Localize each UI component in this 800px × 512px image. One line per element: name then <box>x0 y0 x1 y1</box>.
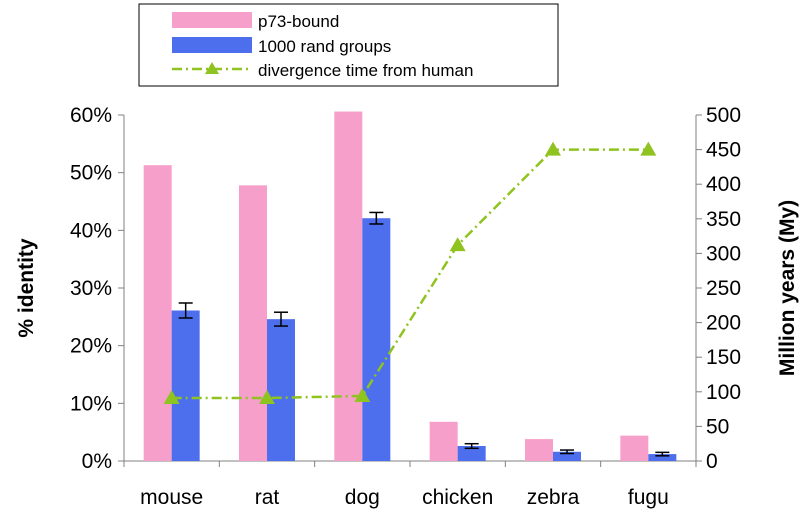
legend: p73-bound 1000 rand groups divergence ti… <box>138 3 559 87</box>
y2-tick-label: 200 <box>706 312 741 335</box>
bar-random-groups <box>362 218 391 461</box>
y2-tick-label: 450 <box>706 139 741 162</box>
x-tick-label: fugu <box>628 486 669 509</box>
legend-marker-divergence <box>205 62 219 74</box>
point-divergence <box>640 141 657 156</box>
point-divergence <box>259 390 275 405</box>
y-tick-label: 10% <box>70 392 112 415</box>
point-divergence <box>545 141 561 156</box>
bar-random-groups <box>553 451 581 461</box>
y-tick-label: 50% <box>70 162 112 185</box>
y2-tick-label: 100 <box>706 381 741 404</box>
bar-random-groups <box>171 310 200 461</box>
legend-label-p73-bound: p73-bound <box>258 12 339 31</box>
y2-tick-label: 300 <box>706 242 741 265</box>
legend-label-random-groups: 1000 rand groups <box>258 37 391 56</box>
y2-tick-label: 400 <box>706 173 741 196</box>
bar-p73-bound <box>334 111 363 461</box>
bar-random-groups <box>457 446 486 461</box>
bar-p73-bound <box>429 421 458 461</box>
legend-swatch-p73-bound <box>172 12 252 28</box>
y2-tick-label: 150 <box>706 346 741 369</box>
y-tick-label: 0% <box>82 450 112 473</box>
y2-tick-label: 50 <box>706 415 729 438</box>
bar-p73-bound <box>239 185 267 461</box>
y-axis-title: % identity <box>15 238 38 337</box>
bar-random-groups <box>648 454 677 461</box>
bar-p73-bound <box>525 439 553 461</box>
x-tick-label: mouse <box>140 486 203 509</box>
y-tick-label: 20% <box>70 335 112 358</box>
x-tick-label: chicken <box>422 486 493 509</box>
y2-tick-label: 0 <box>706 450 718 473</box>
x-tick-label: dog <box>345 486 380 509</box>
y-tick-label: 40% <box>70 219 112 242</box>
y2-tick-label: 250 <box>706 277 741 300</box>
bar-random-groups <box>267 319 295 461</box>
bar-p73-bound <box>620 435 649 461</box>
plot-area: 0% 10% 20% 30% 40% 50% 60% 0 50 100 150 200 250 300 35… <box>70 104 741 509</box>
x-tick-label: rat <box>255 486 280 509</box>
y2-tick-label: 500 <box>706 104 741 127</box>
y-tick-label: 30% <box>70 277 112 300</box>
point-divergence <box>354 387 371 402</box>
point-divergence <box>449 237 466 252</box>
y2-axis-title: Million years (My) <box>776 200 799 376</box>
y2-tick-label: 350 <box>706 208 741 231</box>
x-tick-label: zebra <box>527 486 580 509</box>
bar-p73-bound <box>143 165 172 462</box>
y-tick-label: 60% <box>70 104 112 127</box>
point-divergence <box>163 390 180 405</box>
legend-label-divergence: divergence time from human <box>258 61 473 80</box>
legend-swatch-random-groups <box>172 37 252 53</box>
